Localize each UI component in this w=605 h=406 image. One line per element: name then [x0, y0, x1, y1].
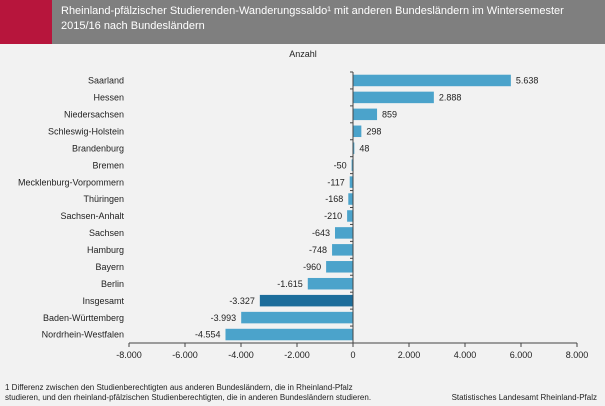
bar-6	[349, 176, 353, 188]
category-label-4: Brandenburg	[72, 143, 124, 153]
bar-9	[334, 227, 353, 239]
category-label-12: Berlin	[101, 279, 124, 289]
category-label-7: Thüringen	[83, 194, 124, 204]
x-tick-label-4: 0	[350, 350, 355, 360]
bar-chart: Anzahl Saarland 5.638 Hessen 2.888 Niedersach…	[18, 49, 589, 360]
category-label-9: Sachsen	[89, 228, 124, 238]
category-label-13: Insgesamt	[82, 296, 124, 306]
value-label-6: -117	[327, 177, 344, 187]
unit-label: Anzahl	[289, 49, 317, 59]
category-label-0: Saarland	[88, 76, 124, 86]
footnote-line-2: studieren, und den rheinland-pfälzischen…	[5, 393, 372, 402]
value-label-4: 48	[359, 143, 369, 153]
value-label-13: -3.327	[229, 296, 255, 306]
value-label-2: 859	[382, 110, 397, 120]
footnote: 1 Differenz zwischen den Studienberechti…	[5, 383, 435, 403]
bar-7	[348, 193, 353, 205]
value-label-9: -643	[312, 228, 330, 238]
brand-accent-block	[0, 0, 52, 44]
bar-8	[347, 210, 353, 222]
value-label-12: -1.615	[277, 279, 303, 289]
bar-12	[307, 277, 353, 290]
source-credit: Statistisches Landesamt Rheinland-Pfalz	[451, 393, 597, 402]
bar-0	[353, 74, 511, 87]
bar-14	[241, 311, 353, 324]
value-label-0: 5.638	[516, 76, 539, 86]
bar-15	[225, 328, 353, 341]
value-label-5: -50	[334, 160, 347, 170]
x-tick-label-3: -2.000	[284, 350, 310, 360]
header-bar: Rheinland-pfälzischer Studierenden-Wande…	[0, 0, 605, 44]
value-label-3: 298	[366, 126, 381, 136]
category-label-6: Mecklenburg-Vorpommern	[18, 177, 124, 187]
x-tick-label-0: -8.000	[116, 350, 142, 360]
bar-5	[351, 159, 353, 171]
category-label-2: Niedersachsen	[64, 110, 124, 120]
value-label-8: -210	[324, 211, 342, 221]
x-tick-label-1: -6.000	[172, 350, 198, 360]
category-label-1: Hessen	[93, 93, 124, 103]
value-label-14: -3.993	[211, 313, 237, 323]
category-label-11: Bayern	[95, 262, 124, 272]
value-label-11: -960	[303, 262, 321, 272]
category-label-8: Sachsen-Anhalt	[60, 211, 124, 221]
bar-1	[353, 91, 434, 104]
category-label-14: Baden-Württemberg	[43, 313, 124, 323]
bar-4	[353, 142, 355, 154]
category-label-10: Hamburg	[87, 245, 124, 255]
bar-3	[353, 125, 362, 138]
value-label-10: -748	[309, 245, 327, 255]
category-label-15: Nordrhein-Westfalen	[42, 330, 124, 340]
x-tick-label-8: 8.000	[566, 350, 589, 360]
x-tick-label-5: 2.000	[398, 350, 421, 360]
bar-10	[332, 244, 353, 256]
x-tick-label-7: 6.000	[510, 350, 533, 360]
bar-2	[353, 108, 378, 121]
value-label-15: -4.554	[195, 330, 221, 340]
x-tick-label-2: -4.000	[228, 350, 254, 360]
value-label-1: 2.888	[439, 93, 462, 103]
x-tick-label-6: 4.000	[454, 350, 477, 360]
chart-title: Rheinland-pfälzischer Studierenden-Wande…	[61, 5, 564, 32]
bar-11	[326, 261, 353, 273]
footnote-line-1: 1 Differenz zwischen den Studienberechti…	[5, 383, 353, 392]
category-label-5: Bremen	[92, 160, 124, 170]
category-label-3: Schleswig-Holstein	[48, 126, 124, 136]
value-label-7: -168	[325, 194, 343, 204]
bar-13	[259, 294, 353, 307]
